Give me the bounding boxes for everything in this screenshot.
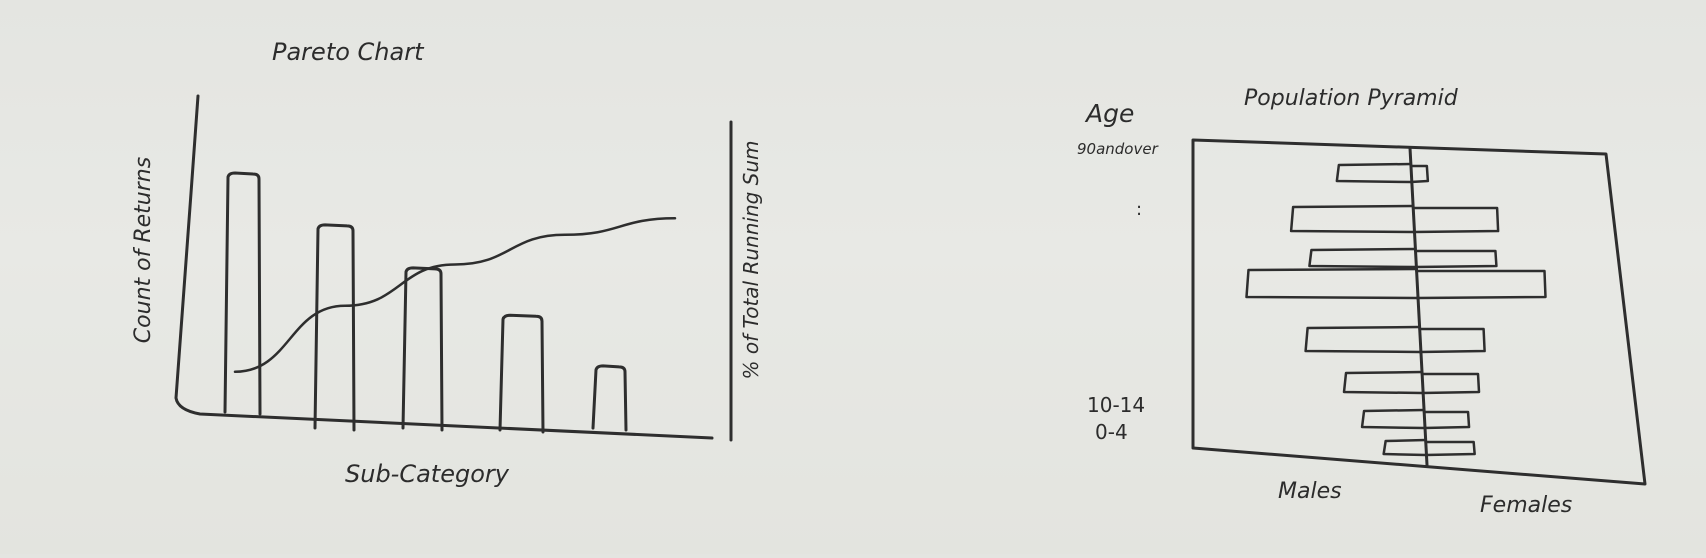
pyramid-female-bar: [1422, 410, 1471, 430]
pareto-title: Pareto Chart: [272, 38, 425, 66]
pyramid-male-bar: [1342, 370, 1424, 395]
pyramid-ellipsis: :: [1136, 199, 1142, 220]
pyramid-female-bar: [1415, 269, 1547, 300]
pyramid-female-bar: [1411, 206, 1500, 234]
pyramid-female-bar: [1409, 164, 1430, 184]
pyramid-male-bar: [1335, 162, 1413, 184]
pareto-bar: [313, 223, 356, 432]
pyramid-category-0-4: 0-4: [1095, 420, 1128, 444]
pyramid-females-label: Females: [1480, 493, 1572, 518]
pareto-axis: [174, 94, 714, 440]
pareto-y-axis-label: Count of Returns: [131, 157, 156, 343]
pyramid-male-bar: [1304, 325, 1421, 354]
pyramid-female-bar: [1424, 440, 1476, 457]
pareto-x-axis-label: Sub-Category: [345, 460, 510, 488]
pareto-bar: [223, 171, 262, 416]
pyramid-frame: [1191, 138, 1647, 486]
pyramid-y-axis-label: Age: [1084, 99, 1134, 128]
pareto-bars: [223, 171, 628, 434]
pyramid-bars: [1245, 162, 1547, 457]
pyramid-female-bar: [1420, 372, 1481, 395]
pareto-bar: [591, 364, 628, 432]
pyramid-title: Population Pyramid: [1244, 86, 1459, 111]
pyramid-female-bar: [1418, 327, 1486, 354]
pyramid-category-10-14: 10-14: [1087, 393, 1145, 417]
pyramid-female-bar: [1414, 249, 1498, 269]
pareto-cumulative-line: [233, 217, 677, 373]
pareto-bar: [401, 266, 444, 432]
pyramid-male-bar: [1382, 438, 1427, 457]
pyramid-male-bar: [1289, 204, 1415, 234]
pyramid-males-label: Males: [1278, 479, 1342, 504]
pyramid-male-bar: [1308, 247, 1417, 269]
pyramid-male-bar: [1245, 267, 1418, 300]
pyramid-top-category: 90andover: [1077, 140, 1159, 158]
pyramid-center-axis: [1408, 146, 1429, 467]
pareto-y2-axis-label: % of Total Running Sum: [739, 140, 763, 379]
pareto-bar: [498, 313, 545, 434]
pyramid-male-bar: [1360, 408, 1426, 430]
population-pyramid: Population Pyramid Age 90andover : 10-14…: [1077, 86, 1647, 518]
pareto-chart: Pareto Chart Count of Returns % of Total…: [131, 38, 763, 488]
